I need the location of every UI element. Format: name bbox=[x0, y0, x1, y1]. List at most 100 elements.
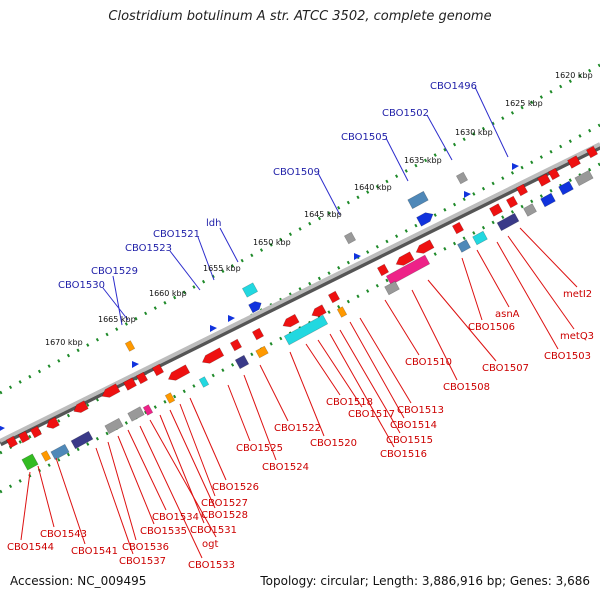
bottom-gene-label: CBO1517 bbox=[348, 409, 395, 420]
bottom-label-leader bbox=[384, 299, 420, 356]
bottom-label-leader bbox=[427, 279, 497, 362]
bottom-gene-label: CBO1543 bbox=[40, 529, 87, 540]
gene-feature bbox=[376, 263, 390, 277]
kbp-ticks: 1620 kbp 1625 kbp 1630 kbp 1635 kbp 1640 kbp… bbox=[45, 71, 593, 347]
top-label-leader bbox=[169, 250, 201, 291]
kbp-tick-label: 1645 kbp bbox=[304, 210, 342, 219]
gene-feature bbox=[164, 392, 176, 404]
bottom-label-leader bbox=[339, 329, 401, 434]
bottom-gene-label: CBO1525 bbox=[236, 443, 283, 454]
bottom-gene-label: CBO1541 bbox=[71, 546, 118, 557]
gene-feature bbox=[123, 377, 137, 391]
gene-marker bbox=[0, 425, 5, 431]
gene-feature bbox=[282, 313, 300, 328]
kbp-tick-label: 1655 kbp bbox=[203, 264, 241, 273]
gene-feature bbox=[416, 212, 434, 227]
bottom-label-leader bbox=[127, 429, 167, 511]
top-gene-label: CBO1529 bbox=[91, 266, 138, 277]
kbp-tick-label: 1625 kbp bbox=[505, 99, 543, 108]
top-gene-label: CBO1502 bbox=[382, 108, 429, 119]
gene-feature bbox=[201, 347, 225, 364]
gene-feature bbox=[515, 183, 529, 197]
bottom-gene-label: ogt bbox=[202, 539, 218, 550]
gene-feature bbox=[198, 376, 210, 388]
gene-feature bbox=[234, 354, 250, 370]
bottom-gene-label: CBO1516 bbox=[380, 449, 427, 460]
bottom-gene-label: CBO1527 bbox=[201, 498, 248, 509]
kbp-tick-label: 1640 kbp bbox=[354, 183, 392, 192]
kbp-tick-label: 1660 kbp bbox=[149, 289, 187, 298]
upper-inner-dotted-track bbox=[0, 123, 600, 455]
gene-feature bbox=[46, 416, 60, 429]
bottom-gene-label: CBO1534 bbox=[152, 512, 199, 523]
top-label-leader bbox=[112, 275, 123, 326]
bottom-gene-label: CBO1533 bbox=[188, 560, 235, 571]
gene-feature bbox=[40, 450, 52, 462]
bottom-label-leader bbox=[243, 374, 277, 461]
bottom-label-leader bbox=[189, 397, 227, 481]
top-gene-label: CBO1496 bbox=[430, 81, 477, 92]
gene-feature bbox=[5, 435, 19, 449]
kbp-tick-label: 1665 kbp bbox=[98, 315, 136, 324]
kbp-tick-label: 1650 kbp bbox=[253, 238, 291, 247]
gene-feature bbox=[574, 169, 594, 187]
gene-feature bbox=[229, 338, 243, 352]
gene-feature bbox=[251, 327, 265, 341]
kbp-tick-label: 1635 kbp bbox=[404, 156, 442, 165]
gene-feature bbox=[489, 203, 503, 217]
gene-feature bbox=[167, 364, 191, 381]
bottom-gene-label: asnA bbox=[495, 309, 520, 320]
gene-feature bbox=[384, 280, 400, 296]
gene-feature bbox=[336, 306, 348, 318]
gene-marker bbox=[132, 361, 139, 368]
bottom-gene-label: CBO1515 bbox=[386, 435, 433, 446]
genome-backbone bbox=[0, 142, 600, 443]
top-label-leader bbox=[385, 137, 409, 182]
bottom-label-leader bbox=[507, 235, 575, 330]
lower-gene-labels: metI2 metQ3 CBO1503 asnA CBO1506 CBO1507 CBO15… bbox=[7, 289, 594, 571]
bottom-label-leader bbox=[411, 289, 458, 381]
gene-feature bbox=[142, 404, 154, 416]
gene-feature bbox=[537, 173, 551, 187]
gene-feature bbox=[385, 254, 431, 286]
gene-features bbox=[0, 145, 599, 471]
gene-feature bbox=[415, 239, 435, 254]
gene-feature bbox=[124, 340, 136, 352]
bottom-label-leader bbox=[305, 343, 341, 396]
bottom-label-leader bbox=[169, 409, 216, 509]
gene-feature bbox=[73, 400, 89, 413]
bottom-gene-label: CBO1513 bbox=[397, 405, 444, 416]
bottom-gene-label: CBO1544 bbox=[7, 542, 54, 553]
bottom-label-leader bbox=[37, 465, 55, 528]
top-label-leader bbox=[102, 287, 129, 321]
bottom-gene-label: CBO1507 bbox=[482, 363, 529, 374]
top-gene-label: CBO1505 bbox=[341, 132, 388, 143]
top-gene-label: CBO1509 bbox=[273, 167, 320, 178]
gene-feature bbox=[50, 443, 70, 461]
gene-feature bbox=[455, 171, 469, 185]
top-label-leader bbox=[317, 172, 341, 216]
gene-feature bbox=[505, 195, 519, 209]
gene-feature bbox=[255, 345, 269, 359]
gene-feature bbox=[496, 212, 520, 232]
gene-feature bbox=[135, 371, 149, 385]
gene-marker bbox=[512, 163, 519, 170]
gene-feature bbox=[343, 231, 357, 245]
top-gene-label: CBO1523 bbox=[125, 243, 172, 254]
gene-marker bbox=[210, 325, 217, 332]
bottom-label-leader bbox=[349, 321, 405, 419]
bottom-gene-label: CBO1510 bbox=[405, 357, 452, 368]
gene-feature bbox=[523, 203, 537, 217]
bottom-label-leader bbox=[227, 384, 251, 442]
bottom-label-leader bbox=[359, 317, 412, 404]
bottom-gene-label: CBO1508 bbox=[443, 382, 490, 393]
bottom-label-leader bbox=[476, 249, 510, 308]
bottom-label-leader bbox=[461, 257, 483, 321]
gene-feature bbox=[101, 383, 121, 398]
bottom-label-leader bbox=[139, 425, 203, 559]
bottom-label-leader bbox=[179, 403, 216, 497]
bottom-gene-label: CBO1528 bbox=[201, 510, 248, 521]
bottom-gene-label: CBO1536 bbox=[122, 542, 169, 553]
gene-feature bbox=[248, 301, 262, 314]
bottom-gene-label: CBO1531 bbox=[190, 525, 237, 536]
